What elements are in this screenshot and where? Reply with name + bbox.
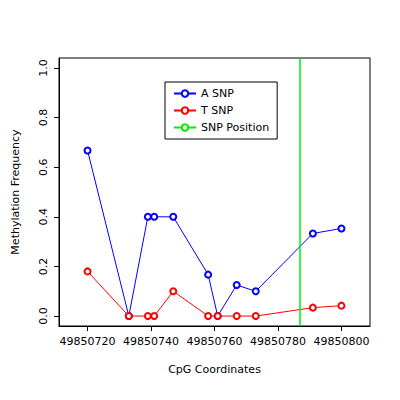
- svg-text:Methylation Frequency: Methylation Frequency: [9, 129, 22, 255]
- svg-text:49850740: 49850740: [123, 335, 179, 348]
- svg-text:SNP Position: SNP Position: [201, 121, 269, 134]
- svg-text:49850780: 49850780: [250, 335, 306, 348]
- svg-text:0.2: 0.2: [37, 258, 50, 276]
- svg-text:A SNP: A SNP: [201, 87, 234, 100]
- svg-text:0.8: 0.8: [37, 109, 50, 127]
- svg-text:49850760: 49850760: [187, 335, 243, 348]
- svg-text:0.6: 0.6: [37, 158, 50, 176]
- svg-text:49850800: 49850800: [313, 335, 369, 348]
- svg-text:T SNP: T SNP: [200, 104, 233, 117]
- svg-text:1.0: 1.0: [37, 59, 50, 77]
- svg-text:0.4: 0.4: [37, 208, 50, 226]
- svg-text:0.0: 0.0: [37, 307, 50, 325]
- svg-text:49850720: 49850720: [60, 335, 116, 348]
- svg-text:CpG Coordinates: CpG Coordinates: [168, 363, 261, 376]
